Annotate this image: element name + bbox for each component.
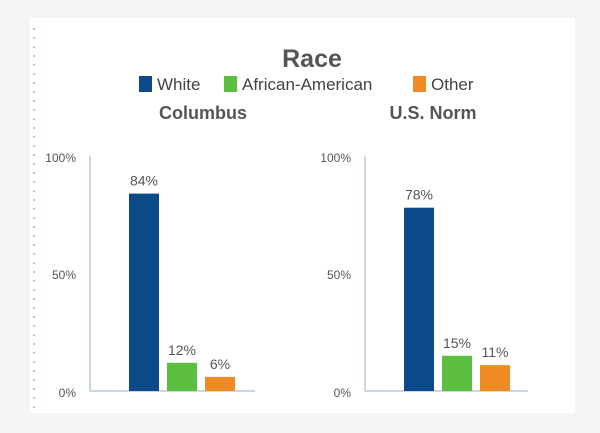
bar-columbus-white	[129, 193, 159, 391]
legend-label-african-american: African-American	[242, 75, 372, 94]
legend-swatch-other	[413, 76, 426, 92]
legend-label-white: White	[157, 75, 200, 94]
panel-title-columbus: Columbus	[159, 103, 247, 123]
chart-panel-us-norm: U.S. Norm 100% 50% 0% 78% 15% 11%	[320, 103, 528, 400]
slide-panel	[30, 18, 575, 413]
data-label-us-norm-other: 11%	[482, 344, 509, 360]
data-label-us-norm-white: 78%	[405, 187, 433, 203]
y-tick-100-columbus: 100%	[45, 151, 76, 165]
y-tick-0-us-norm: 0%	[334, 386, 352, 400]
panel-title-us-norm: U.S. Norm	[389, 103, 476, 123]
bar-us-norm-other	[480, 365, 510, 391]
data-label-columbus-african-american: 12%	[168, 342, 196, 358]
data-label-columbus-white: 84%	[130, 173, 158, 189]
bar-us-norm-african-american	[442, 355, 472, 391]
legend-swatch-african-american	[224, 76, 237, 92]
y-tick-100-us-norm: 100%	[320, 151, 351, 165]
bar-columbus-other	[205, 376, 235, 391]
y-tick-50-us-norm: 50%	[327, 268, 351, 282]
legend: White African-American Other	[139, 75, 474, 94]
data-label-columbus-other: 6%	[210, 356, 230, 372]
chart-title: Race	[282, 45, 342, 73]
y-tick-50-columbus: 50%	[52, 268, 76, 282]
legend-swatch-white	[139, 76, 152, 92]
bar-us-norm-white	[404, 207, 434, 391]
y-tick-0-columbus: 0%	[59, 386, 77, 400]
legend-label-other: Other	[431, 75, 474, 94]
bar-columbus-african-american	[167, 362, 197, 391]
data-label-us-norm-african-american: 15%	[443, 335, 471, 351]
chart-panel-columbus: Columbus 100% 50% 0% 84% 12% 6%	[45, 103, 255, 400]
